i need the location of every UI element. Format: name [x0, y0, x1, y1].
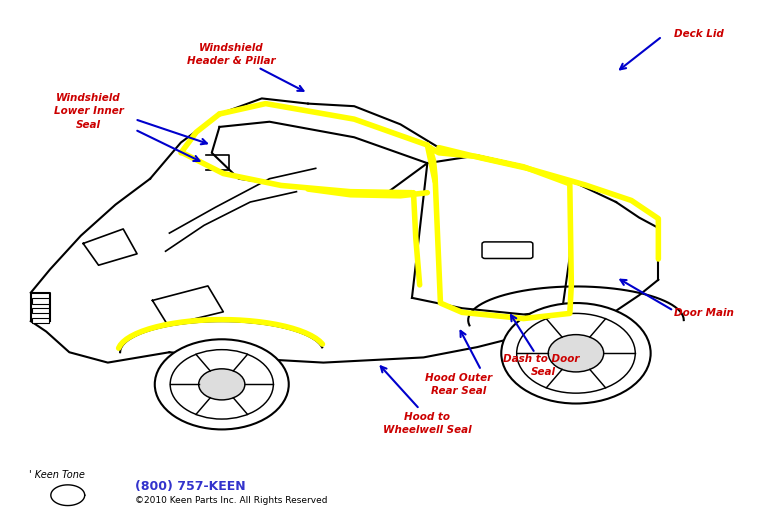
Polygon shape: [152, 286, 223, 325]
Text: Dash to Door 
Seal: Dash to Door Seal: [503, 354, 583, 377]
Circle shape: [155, 339, 289, 429]
Text: ' Keen Tone: ' Keen Tone: [29, 470, 85, 480]
Text: Door Main: Door Main: [674, 308, 734, 319]
Circle shape: [517, 313, 635, 393]
Text: Hood Outer
Rear Seal: Hood Outer Rear Seal: [424, 373, 492, 396]
Circle shape: [170, 350, 273, 419]
Text: Windshield
Header & Pillar: Windshield Header & Pillar: [186, 43, 276, 66]
Circle shape: [199, 369, 245, 400]
FancyBboxPatch shape: [482, 242, 533, 258]
Circle shape: [548, 335, 604, 372]
Bar: [32, 298, 49, 304]
Circle shape: [501, 303, 651, 404]
Text: Hood to
Wheelwell Seal: Hood to Wheelwell Seal: [383, 412, 472, 435]
Polygon shape: [83, 229, 137, 265]
Text: ©2010 Keen Parts Inc. All Rights Reserved: ©2010 Keen Parts Inc. All Rights Reserve…: [135, 496, 327, 506]
Text: Deck Lid: Deck Lid: [674, 28, 724, 39]
Bar: [32, 318, 49, 323]
Bar: [32, 308, 49, 313]
Text: Windshield
Lower Inner
Seal: Windshield Lower Inner Seal: [54, 93, 123, 130]
Text: (800) 757-KEEN: (800) 757-KEEN: [135, 480, 246, 493]
